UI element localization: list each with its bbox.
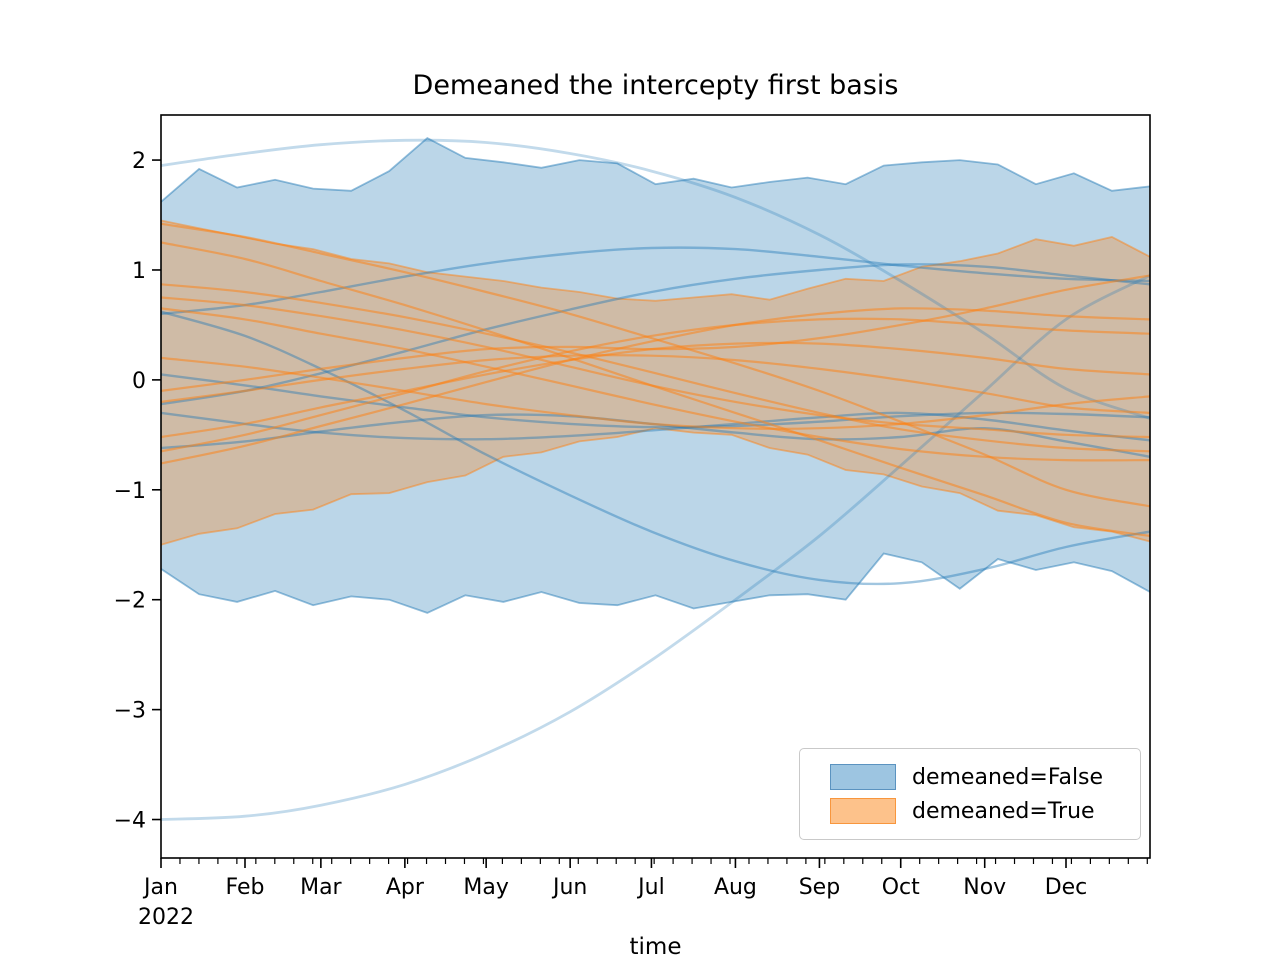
sample-path-orange	[161, 283, 1150, 453]
x-tick-label: Aug	[714, 875, 757, 900]
y-tick-label: −4	[114, 809, 146, 834]
sample-path-blue	[161, 411, 1150, 442]
x-tick-label: Jan	[142, 875, 178, 900]
sample-path-blue	[161, 246, 1150, 316]
x-tick-label: Feb	[226, 875, 265, 900]
y-tick-label: −2	[114, 589, 146, 614]
x-tick-label: Dec	[1045, 875, 1088, 900]
sample-path-orange	[161, 354, 1150, 414]
band-demeaned-true	[161, 220, 1150, 545]
sample-path-orange	[161, 317, 1150, 453]
band-upper-edge	[161, 137, 1150, 203]
band-upper-edge	[161, 219, 1150, 302]
x-axis-label: time	[629, 934, 682, 960]
sample-path-orange	[161, 296, 1150, 439]
x-year-label: 2022	[138, 905, 194, 930]
sample-path-blue	[161, 138, 1150, 420]
sample-path-orange	[161, 274, 1150, 392]
sample-path-orange	[161, 307, 1150, 465]
x-tick-label: Mar	[300, 875, 342, 900]
y-tick-label: 1	[132, 259, 146, 284]
x-tick-label: Jun	[551, 875, 587, 900]
x-tick-label: Sep	[799, 875, 840, 900]
sample-path-blue	[161, 373, 1150, 429]
band-lower-edge	[161, 427, 1150, 546]
sample-path-blue	[161, 263, 1150, 406]
plot-area	[161, 137, 1150, 821]
y-tick-label: 0	[132, 369, 146, 394]
y-tick-label: 2	[132, 149, 146, 174]
legend-swatch-demeaned-true-icon	[830, 798, 896, 824]
chart-title: Demeaned the intercepty first basis	[412, 70, 899, 101]
legend: demeaned=False demeaned=True	[799, 748, 1141, 840]
axes-spines	[160, 114, 1151, 859]
x-tick-label: May	[463, 875, 508, 900]
legend-item-demeaned-true: demeaned=True	[830, 798, 1140, 824]
y-tick-label: −3	[114, 699, 146, 724]
legend-swatch-demeaned-false-icon	[830, 764, 896, 790]
sample-path-blue	[161, 274, 1150, 821]
legend-label-demeaned-false: demeaned=False	[912, 764, 1104, 790]
x-tick-label: Apr	[386, 875, 425, 900]
sample-path-orange	[161, 356, 1150, 430]
legend-label-demeaned-true: demeaned=True	[912, 798, 1095, 824]
x-tick-label: Jul	[636, 875, 665, 900]
y-tick-label: −1	[114, 479, 146, 504]
legend-item-demeaned-false: demeaned=False	[830, 764, 1140, 790]
x-tick-label: Nov	[963, 875, 1006, 900]
x-tick-label: Oct	[882, 875, 920, 900]
sample-path-orange	[161, 307, 1150, 462]
sample-path-orange	[161, 222, 1150, 508]
band-demeaned-false	[161, 138, 1150, 613]
band-lower-edge	[161, 552, 1150, 614]
